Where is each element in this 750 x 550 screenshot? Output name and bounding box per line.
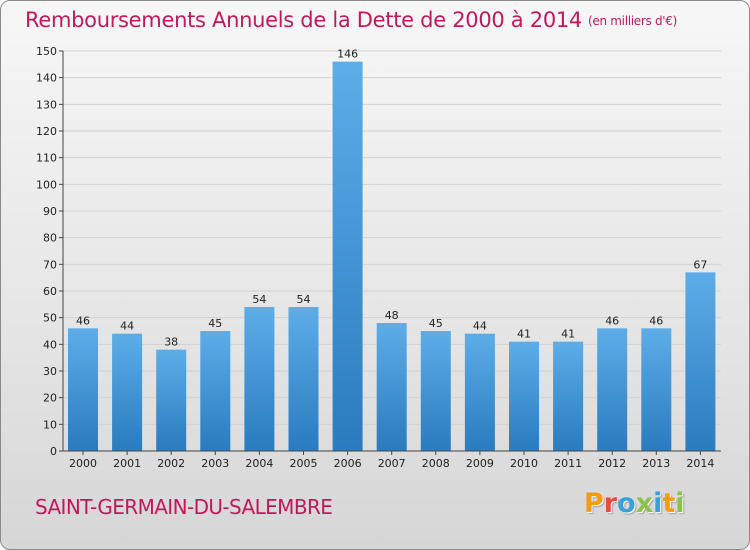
- y-tick-label: 40: [43, 338, 57, 351]
- city-name: SAINT-GERMAIN-DU-SALEMBRE: [35, 495, 333, 519]
- bars: 46 44 38 45 54 54 146 48 45 44 41 41 46 46 67: [68, 48, 716, 452]
- x-tick-label: 2007: [378, 457, 406, 470]
- y-tick-label: 100: [36, 178, 57, 191]
- x-tick-label: 2005: [290, 457, 318, 470]
- x-tick-label: 2000: [69, 457, 97, 470]
- x-tick-label: 2013: [642, 457, 670, 470]
- data-label: 45: [429, 317, 443, 330]
- chart-title-text: Remboursements Annuels de la Dette de 20…: [25, 8, 582, 32]
- bar: [376, 323, 407, 451]
- logo-letter: x: [635, 488, 654, 519]
- x-tick-label: 2006: [334, 457, 362, 470]
- x-tick-label: 2014: [686, 457, 714, 470]
- data-label: 54: [252, 293, 266, 306]
- x-tick-label: 2004: [245, 457, 273, 470]
- y-tick-label: 80: [43, 232, 57, 245]
- data-label: 44: [120, 320, 134, 333]
- logo-letter: o: [617, 488, 636, 519]
- bar: [68, 328, 98, 451]
- data-label: 45: [208, 317, 222, 330]
- data-label: 44: [473, 320, 487, 333]
- y-tick-label: 30: [43, 365, 57, 378]
- x-tick-label: 2009: [466, 457, 494, 470]
- data-label: 41: [517, 328, 531, 341]
- bar: [420, 331, 451, 451]
- x-tick-label: 2011: [554, 457, 582, 470]
- y-tick-label: 10: [43, 418, 57, 431]
- data-label: 46: [605, 314, 619, 327]
- bar: [200, 331, 231, 451]
- logo-letter: t: [662, 488, 676, 519]
- y-tick-label: 60: [43, 285, 57, 298]
- x-tick-label: 2008: [422, 457, 450, 470]
- y-tick-label: 20: [43, 392, 57, 405]
- bar: [597, 328, 628, 451]
- bar: [112, 333, 143, 451]
- x-tick-label: 2010: [510, 457, 538, 470]
- bar: [641, 328, 672, 451]
- bar: [464, 333, 495, 451]
- proxiti-logo[interactable]: Proxiti: [584, 488, 685, 519]
- bar: [288, 307, 319, 451]
- y-tick-label: 130: [36, 98, 57, 111]
- bar: [685, 272, 716, 451]
- x-tick-label: 2002: [157, 457, 185, 470]
- y-tick-label: 0: [50, 445, 57, 458]
- data-label: 67: [693, 258, 707, 271]
- y-tick-label: 90: [43, 205, 57, 218]
- chart-title: Remboursements Annuels de la Dette de 20…: [25, 8, 677, 32]
- bar: [553, 341, 584, 451]
- data-label: 46: [76, 314, 90, 327]
- data-label: 38: [164, 336, 178, 349]
- y-tick-label: 110: [36, 152, 57, 165]
- logo-letter: r: [603, 488, 618, 519]
- logo-letter: P: [584, 488, 604, 519]
- data-label: 46: [649, 314, 663, 327]
- chart-unit: (en milliers d'€): [588, 14, 678, 28]
- y-tick-label: 140: [36, 72, 57, 85]
- logo-letter: i: [675, 488, 685, 519]
- axes: 0 10 20 30 40 50 60 70 80 90 100 110 120 130 140 150 200…: [36, 45, 721, 470]
- y-tick-label: 120: [36, 125, 57, 138]
- y-tick-label: 50: [43, 312, 57, 325]
- y-tick-label: 70: [43, 258, 57, 271]
- x-tick-label: 2012: [598, 457, 626, 470]
- bar: [509, 341, 539, 451]
- bar: [332, 61, 363, 452]
- x-tick-label: 2003: [201, 457, 229, 470]
- x-tick-label: 2001: [113, 457, 141, 470]
- data-label: 48: [385, 309, 399, 322]
- y-tick-label: 150: [36, 45, 57, 58]
- data-label: 146: [337, 48, 358, 61]
- bar: [244, 307, 275, 451]
- logo-letter: i: [653, 488, 663, 519]
- data-label: 41: [561, 328, 575, 341]
- bar: [156, 349, 187, 451]
- data-label: 54: [297, 293, 311, 306]
